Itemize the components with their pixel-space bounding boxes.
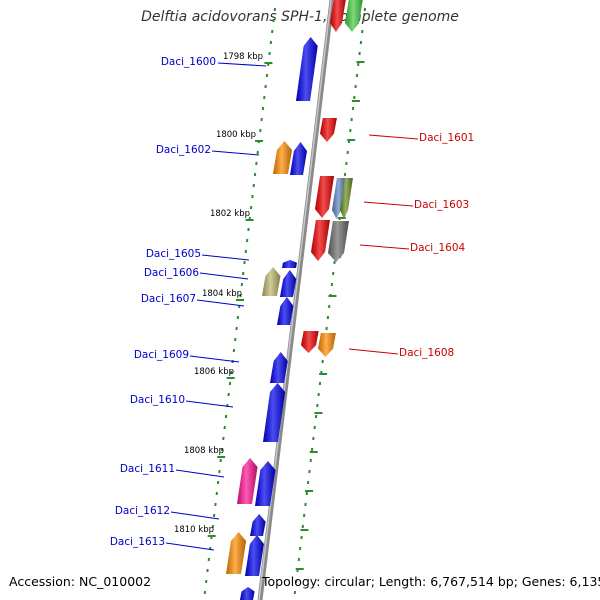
gene-arrow-daci-1601-shade (320, 118, 337, 142)
gene-label-daci-1601[interactable]: Daci_1601 (368, 132, 474, 144)
svg-text:Daci_1601: Daci_1601 (419, 132, 474, 144)
kbp-label: 1798 kbp (223, 52, 263, 62)
gene-arrow-daci-1603-shade (315, 176, 335, 218)
gene-label-daci-1607[interactable]: Daci_1607 (141, 293, 245, 307)
genome-backbone (257, 0, 335, 600)
gene-arrow-top-green-shade (345, 0, 363, 32)
gene-arrow-daci-1611b-shade (255, 461, 276, 506)
svg-text:Daci_1612: Daci_1612 (115, 505, 170, 517)
svg-text:Daci_1605: Daci_1605 (146, 248, 201, 260)
gene-arrow-daci-1600-shade (296, 37, 318, 101)
gene-arrow-daci-1602-shade (290, 142, 307, 175)
gene-arrow-daci-1602b-shade (273, 141, 292, 174)
gene-label-daci-1606[interactable]: Daci_1606 (144, 267, 249, 280)
kbp-label: 1808 kbp (184, 446, 224, 456)
svg-text:Daci_1604: Daci_1604 (410, 242, 466, 254)
map-title: Delftia acidovorans SPH-1, complete geno… (141, 9, 459, 25)
gene-arrow-daci-1607-shade (277, 297, 294, 325)
svg-text:Daci_1610: Daci_1610 (130, 394, 185, 406)
gene-arrow-daci-1610-shade (263, 383, 286, 442)
gene-label-daci-1609[interactable]: Daci_1609 (134, 349, 240, 363)
gene-label-daci-1602[interactable]: Daci_1602 (156, 144, 260, 156)
svg-text:Daci_1606: Daci_1606 (144, 267, 200, 279)
gene-arrow-daci-1605-shade (282, 260, 297, 268)
svg-text:Daci_1600: Daci_1600 (161, 56, 216, 68)
svg-text:Daci_1609: Daci_1609 (134, 349, 189, 361)
gene-label-daci-1611[interactable]: Daci_1611 (120, 463, 225, 478)
gene-label-daci-1603[interactable]: Daci_1603 (363, 199, 469, 211)
kbp-label: 1800 kbp (216, 130, 256, 140)
gene-arrow-top-red-shade (330, 0, 346, 32)
gene-arrow-daci-1603b-shade (332, 178, 346, 219)
svg-text:Daci_1613: Daci_1613 (110, 536, 165, 548)
gene-arrow-daci-1603c-shade (340, 178, 353, 219)
gene-arrow-daci-1613-shade (245, 535, 264, 576)
gene-label-daci-1610[interactable]: Daci_1610 (130, 394, 234, 408)
accession-text: Accession: NC_010002 (9, 574, 152, 589)
gene-arrow-daci-1604b-shade (328, 221, 349, 262)
gene-arrow-daci-1609-shade (270, 352, 288, 383)
svg-text:Daci_1611: Daci_1611 (120, 463, 175, 475)
kbp-label: 1810 kbp (174, 525, 214, 535)
svg-text:Daci_1602: Daci_1602 (156, 144, 211, 156)
gene-label-daci-1612[interactable]: Daci_1612 (115, 505, 220, 520)
gene-label-daci-1600[interactable]: Daci_1600 (161, 56, 267, 68)
svg-text:Daci_1607: Daci_1607 (141, 293, 196, 305)
kbp-label: 1802 kbp (210, 209, 250, 219)
gene-arrow-daci-1611-shade (237, 458, 258, 504)
kbp-label: 1804 kbp (202, 289, 242, 299)
gene-arrow-daci-1606-shade (262, 267, 281, 296)
gene-features (226, 0, 363, 600)
genome-summary-text: Topology: circular; Length: 6,767,514 bp… (262, 574, 600, 589)
svg-text:Daci_1603: Daci_1603 (414, 199, 469, 211)
gene-arrow-daci-1608-shade (301, 331, 319, 353)
gene-arrow-daci-1613b-shade (226, 532, 247, 574)
genome-backbone-highlight (258, 0, 332, 600)
gene-arrow-daci-1604-shade (311, 220, 330, 261)
svg-text:Daci_1608: Daci_1608 (399, 347, 454, 359)
gene-label-daci-1604[interactable]: Daci_1604 (359, 242, 466, 254)
gene-arrow-daci-1607a-shade (280, 270, 297, 297)
gene-label-daci-1605[interactable]: Daci_1605 (146, 248, 250, 261)
gene-arrow-daci-1608b-shade (318, 333, 336, 357)
gene-label-daci-1613[interactable]: Daci_1613 (110, 536, 215, 551)
kbp-label: 1806 kbp (194, 367, 234, 377)
gene-label-daci-1608[interactable]: Daci_1608 (348, 347, 454, 359)
coordinate-ticks (207, 61, 365, 570)
gene-arrow-daci-1612-shade (250, 514, 266, 536)
gene-arrow-next-shade (240, 587, 255, 600)
